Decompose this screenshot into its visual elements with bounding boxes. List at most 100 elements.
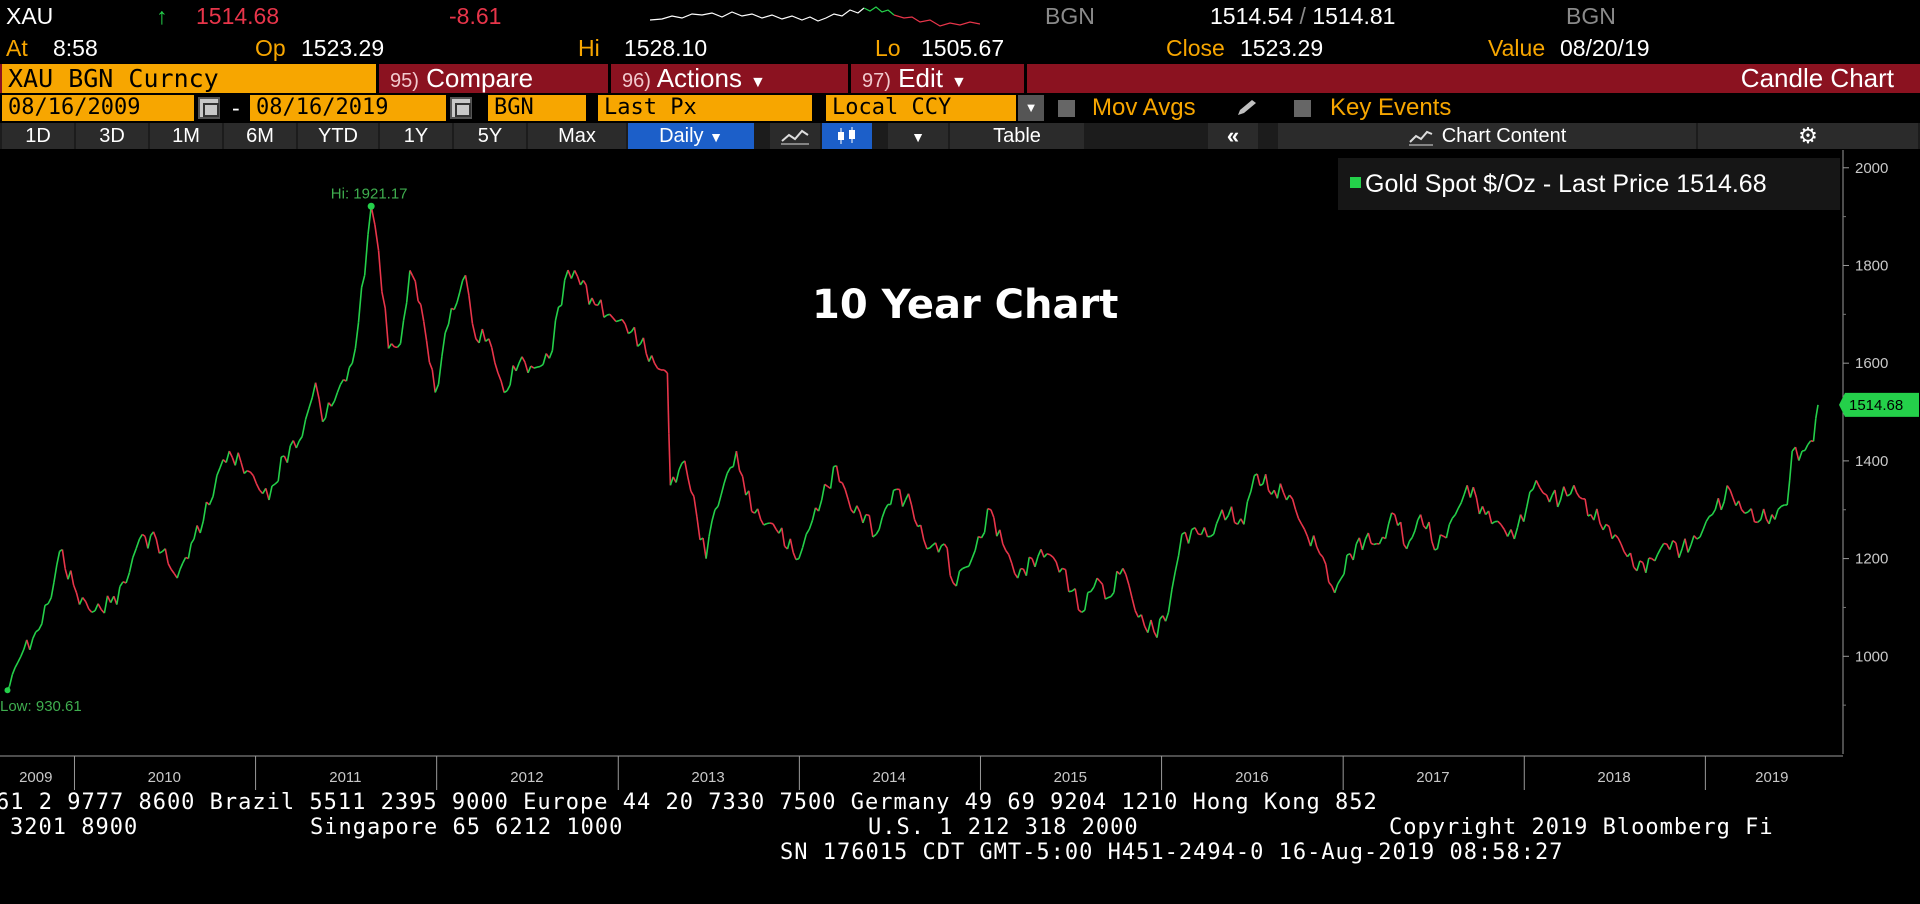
price-segment [84, 601, 90, 610]
plot-area [0, 150, 1843, 754]
chevron-down-icon: ▼ [911, 129, 925, 145]
calendar-icon[interactable] [450, 97, 472, 119]
security-input[interactable]: XAU BGN Curncy [2, 64, 376, 93]
price-segment [314, 382, 320, 400]
price-segment [907, 493, 913, 506]
price-segment [88, 608, 93, 613]
period-button-5y[interactable]: 5Y [454, 123, 526, 149]
period-button-1d[interactable]: 1D [2, 123, 74, 149]
price-segment [1535, 480, 1541, 488]
edit-button[interactable]: 97) Edit ▼ [852, 64, 1024, 93]
price-segment [1812, 418, 1817, 442]
price-segment [1714, 497, 1720, 510]
price-segment [1478, 506, 1484, 515]
key-events-checkbox[interactable] [1294, 100, 1311, 117]
price-segment [1384, 523, 1390, 539]
price-segment [1500, 523, 1505, 530]
low-label: Low: 930.61 [0, 698, 82, 715]
period-button-6m[interactable]: 6M [224, 123, 296, 149]
price-segment [567, 269, 573, 279]
price-chart[interactable]: 1000 1200 1400 1600 1800 2000 2009 2010 2011 201… [0, 150, 1920, 790]
price-segment [1256, 473, 1261, 486]
mov-avgs-checkbox[interactable] [1058, 100, 1075, 117]
actions-button[interactable]: 96) Actions ▼ [612, 64, 848, 93]
compare-button[interactable]: 95) Compare [380, 64, 608, 93]
candle-chart-icon[interactable] [822, 123, 872, 149]
x-tick-label: 2015 [1054, 769, 1087, 786]
chart-annotation-title: 10 Year Chart [812, 282, 1119, 328]
price-segment [1668, 540, 1674, 550]
price-segment [298, 436, 303, 442]
price-segment [132, 548, 137, 558]
price-segment [1563, 486, 1568, 497]
price-segment [1587, 513, 1592, 517]
price-segment [234, 452, 239, 466]
gear-icon[interactable]: ⚙ [1698, 123, 1918, 149]
price-segment [1194, 527, 1200, 535]
mov-avgs-label[interactable]: Mov Avgs [1092, 94, 1196, 121]
chevron-down-icon[interactable]: ▼ [1018, 95, 1044, 121]
price-segment [1122, 568, 1127, 575]
price-segment [1768, 514, 1773, 525]
period-button-ytd[interactable]: YTD [298, 123, 378, 149]
price-segment [1757, 518, 1762, 523]
price-segment [1711, 509, 1716, 516]
period-button-3d[interactable]: 3D [76, 123, 148, 149]
price-segment [690, 490, 695, 497]
line-chart-icon[interactable] [770, 123, 820, 149]
price-segment [1513, 527, 1519, 540]
chart-type-title: Candle Chart [1740, 63, 1894, 93]
price-segment [286, 445, 292, 463]
price-segment [1539, 487, 1544, 494]
price-segment [1696, 536, 1701, 540]
price-segment [411, 275, 417, 282]
price-segment [35, 629, 40, 633]
price-segment [138, 533, 143, 540]
table-button[interactable]: Table [950, 123, 1084, 149]
chart-legend[interactable]: Gold Spot $/Oz - Last Price 1514.68 [1338, 158, 1840, 210]
currency-field[interactable]: Local CCY [826, 95, 1016, 121]
price-segment [1174, 555, 1180, 573]
price-segment [1774, 509, 1779, 520]
start-date-field[interactable]: 08/16/2009 [2, 95, 194, 121]
price-segment [109, 595, 115, 603]
price-segment [937, 545, 943, 553]
price-segment [494, 362, 499, 374]
price-segment [714, 505, 719, 511]
pencil-icon[interactable] [1236, 99, 1260, 117]
calendar-icon[interactable] [198, 97, 220, 119]
price-segment [910, 504, 916, 520]
price-segment [414, 281, 419, 302]
price-segment [913, 519, 919, 527]
chart-style-dropdown[interactable]: ▼ [888, 123, 948, 149]
period-button-1y[interactable]: 1Y [380, 123, 452, 149]
frequency-dropdown[interactable]: Daily ▼ [628, 123, 754, 149]
key-events-label[interactable]: Key Events [1330, 94, 1452, 121]
period-button-1m[interactable]: 1M [150, 123, 222, 149]
source-field[interactable]: BGN [488, 95, 586, 121]
price-segment [1510, 529, 1516, 540]
chart-content-button[interactable]: Chart Content [1278, 123, 1696, 149]
price-segment [434, 384, 440, 393]
price-segment [26, 639, 31, 651]
price-segment [1522, 506, 1528, 522]
price-segment [255, 483, 261, 491]
price-segment [805, 528, 811, 535]
price-segment [1762, 508, 1768, 520]
price-field[interactable]: Last Px [598, 95, 812, 121]
price-segment [1322, 556, 1327, 565]
price-segment [1542, 492, 1548, 496]
price-segment [1352, 543, 1358, 561]
price-segment [428, 361, 434, 370]
price-segment [1328, 581, 1333, 587]
price-segment [650, 355, 656, 364]
price-segment [711, 509, 716, 522]
period-button-max[interactable]: Max [528, 123, 626, 149]
price-segment [1750, 508, 1756, 523]
price-segment [1107, 595, 1112, 599]
bid-ask: 1514.54 / 1514.81 [1210, 0, 1395, 32]
price-segment [8, 674, 14, 687]
end-date-field[interactable]: 08/16/2019 [250, 95, 446, 121]
collapse-icon[interactable]: « [1208, 123, 1258, 149]
price-segment [705, 536, 710, 559]
